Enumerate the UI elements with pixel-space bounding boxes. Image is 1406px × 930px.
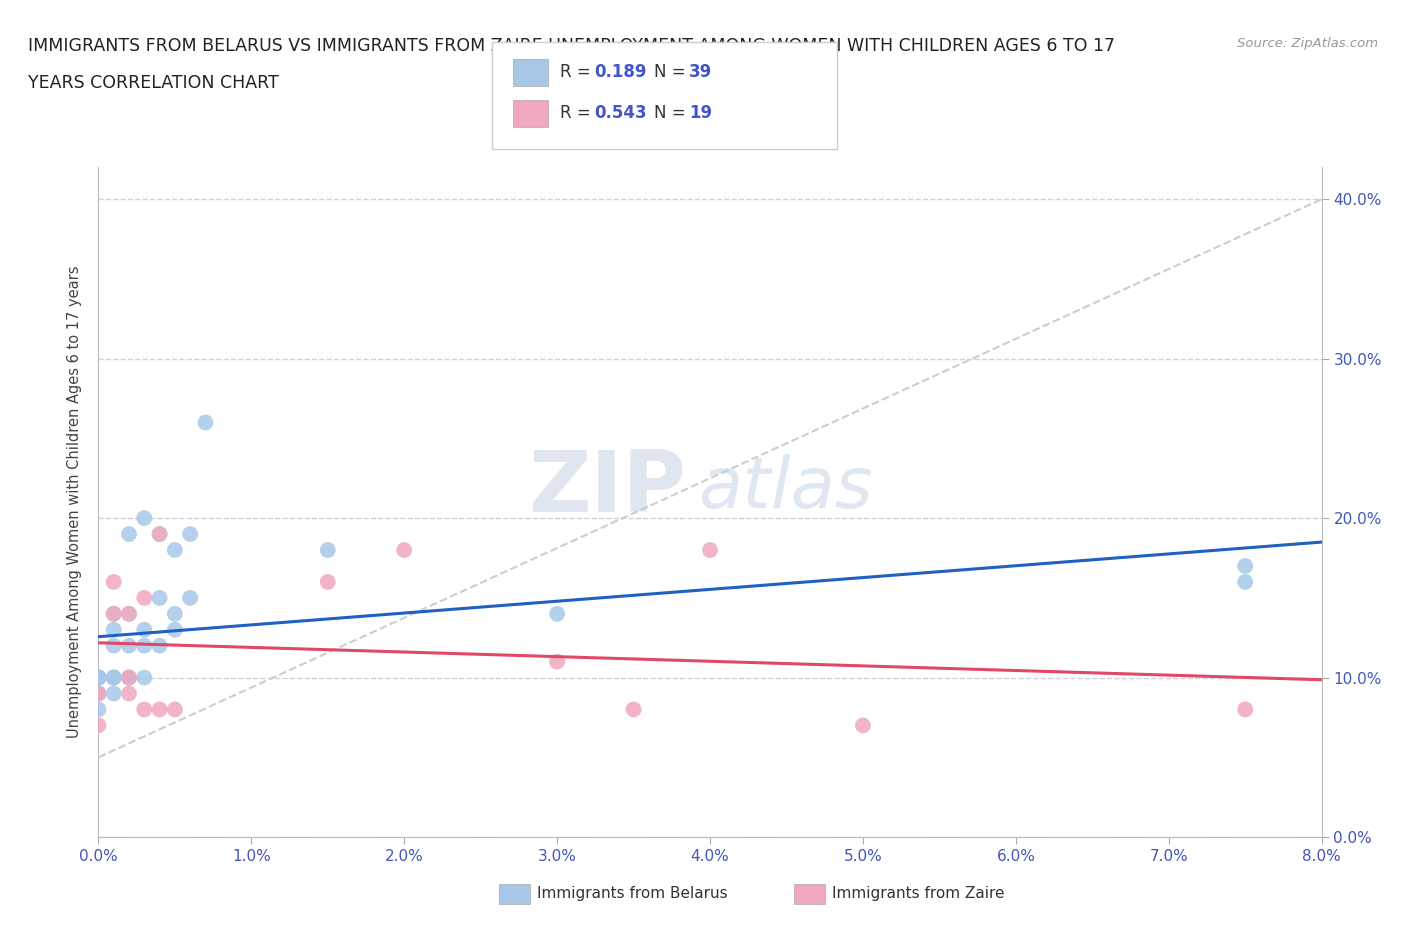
Point	[316, 575, 339, 590]
Point	[1234, 702, 1257, 717]
Text: 0.543: 0.543	[595, 104, 647, 123]
Point	[87, 671, 110, 685]
Point	[149, 638, 172, 653]
Point	[149, 526, 172, 541]
Text: R =: R =	[560, 104, 596, 123]
Point	[392, 542, 416, 557]
Point	[103, 686, 125, 701]
Point	[103, 671, 125, 685]
Point	[546, 654, 568, 669]
Point	[87, 671, 110, 685]
Point	[103, 638, 125, 653]
Point	[163, 542, 186, 557]
Point	[87, 671, 110, 685]
Point	[623, 702, 645, 717]
Point	[118, 606, 141, 621]
Point	[134, 671, 156, 685]
Point	[118, 638, 141, 653]
Text: 0.189: 0.189	[595, 62, 647, 81]
Point	[103, 671, 125, 685]
Point	[118, 526, 141, 541]
Point	[179, 591, 201, 605]
Point	[118, 671, 141, 685]
Point	[149, 591, 172, 605]
Point	[1234, 559, 1257, 574]
Y-axis label: Unemployment Among Women with Children Ages 6 to 17 years: Unemployment Among Women with Children A…	[67, 266, 83, 738]
Point	[87, 702, 110, 717]
Point	[103, 606, 125, 621]
Point	[87, 671, 110, 685]
Point	[1234, 575, 1257, 590]
Point	[316, 542, 339, 557]
Point	[103, 622, 125, 637]
Text: N =: N =	[654, 62, 690, 81]
Point	[134, 638, 156, 653]
Text: IMMIGRANTS FROM BELARUS VS IMMIGRANTS FROM ZAIRE UNEMPLOYMENT AMONG WOMEN WITH C: IMMIGRANTS FROM BELARUS VS IMMIGRANTS FR…	[28, 37, 1115, 55]
Point	[699, 542, 721, 557]
Point	[118, 671, 141, 685]
Point	[163, 622, 186, 637]
Text: N =: N =	[654, 104, 690, 123]
Point	[134, 702, 156, 717]
Point	[103, 671, 125, 685]
Point	[103, 606, 125, 621]
Point	[87, 671, 110, 685]
Point	[134, 591, 156, 605]
Point	[852, 718, 875, 733]
Point	[194, 415, 217, 430]
Point	[546, 606, 568, 621]
Point	[87, 671, 110, 685]
Point	[103, 575, 125, 590]
Point	[134, 511, 156, 525]
Point	[87, 686, 110, 701]
Point	[163, 702, 186, 717]
Point	[149, 702, 172, 717]
Point	[87, 718, 110, 733]
Point	[149, 526, 172, 541]
Text: 39: 39	[689, 62, 713, 81]
Text: ZIP: ZIP	[527, 447, 686, 530]
Text: 19: 19	[689, 104, 711, 123]
Point	[87, 671, 110, 685]
Text: R =: R =	[560, 62, 596, 81]
Point	[87, 686, 110, 701]
Text: YEARS CORRELATION CHART: YEARS CORRELATION CHART	[28, 74, 278, 92]
Point	[179, 526, 201, 541]
Point	[118, 686, 141, 701]
Text: Immigrants from Belarus: Immigrants from Belarus	[537, 886, 728, 901]
Point	[118, 671, 141, 685]
Point	[118, 606, 141, 621]
Text: Immigrants from Zaire: Immigrants from Zaire	[832, 886, 1005, 901]
Text: Source: ZipAtlas.com: Source: ZipAtlas.com	[1237, 37, 1378, 50]
Point	[87, 686, 110, 701]
Point	[134, 622, 156, 637]
Point	[163, 606, 186, 621]
Text: atlas: atlas	[697, 455, 872, 524]
